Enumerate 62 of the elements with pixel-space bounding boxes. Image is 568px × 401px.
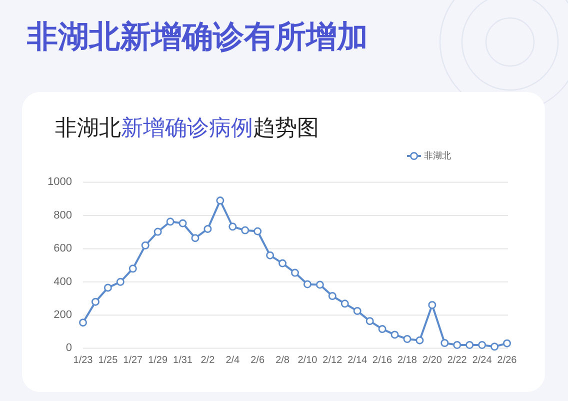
chart-subtitle: 非湖北新增确诊病例趋势图: [55, 115, 319, 140]
x-tick-label: 2/26: [497, 355, 518, 366]
x-tick-label: 2/16: [372, 355, 392, 366]
x-tick-label: 1/27: [123, 355, 144, 366]
x-tick-label: 2/6: [250, 355, 265, 366]
point: [366, 317, 374, 326]
y-tick-label: 400: [54, 276, 72, 288]
x-tick-label: 1/23: [73, 355, 94, 366]
x-tick-label: 2/24: [472, 355, 492, 366]
x-tick-label: 1/31: [173, 355, 193, 366]
point: [353, 306, 362, 315]
point: [128, 264, 137, 273]
point: [316, 280, 324, 289]
x-tick-label: 2/8: [276, 355, 290, 366]
point: [278, 259, 287, 268]
point: [403, 335, 412, 344]
point: [303, 280, 312, 288]
x-tick-label: 2/2: [200, 355, 216, 366]
y-tick-label: 600: [54, 242, 72, 255]
point: [428, 300, 436, 309]
point: [91, 298, 100, 306]
point: [166, 218, 174, 226]
x-tick-label: 2/14: [348, 355, 368, 366]
x-tick-label: 2/10: [298, 355, 318, 366]
y-tick-label: 1000: [48, 176, 72, 188]
point: [116, 278, 124, 286]
y-tick-label: 0: [66, 342, 72, 354]
point: [204, 224, 212, 233]
x-tick-label: 2/12: [322, 355, 343, 366]
legend-label: 非湖北: [424, 150, 451, 160]
point: [453, 340, 462, 349]
x-tick-label: 2/4: [226, 355, 240, 366]
point: [79, 318, 87, 327]
point: [141, 241, 150, 250]
point: [266, 251, 274, 260]
point: [490, 342, 499, 351]
x-tick-label: 2/18: [398, 355, 418, 366]
point: [390, 330, 399, 339]
point: [154, 228, 162, 236]
point: [241, 226, 250, 234]
x-tick-label: 2/20: [422, 355, 442, 366]
point: [254, 227, 262, 236]
x-tick-label: 1/25: [98, 355, 118, 366]
point: [378, 325, 386, 334]
point: [440, 338, 449, 347]
y-tick-label: 800: [54, 209, 72, 222]
point: [104, 284, 112, 292]
point: [328, 292, 336, 300]
point: [466, 340, 474, 349]
point: [503, 339, 511, 348]
point: [191, 234, 200, 242]
point: [291, 268, 299, 277]
point: [216, 196, 224, 205]
point: [178, 219, 187, 228]
x-tick-label: 1/29: [148, 355, 168, 366]
point: [478, 340, 486, 349]
point: [228, 222, 237, 231]
x-tick-label: 2/22: [447, 355, 468, 366]
chart-title: 非湖北新增确诊有所增加: [26, 19, 368, 54]
y-tick-label: 200: [54, 309, 72, 322]
point: [340, 300, 349, 308]
point: [416, 336, 424, 344]
